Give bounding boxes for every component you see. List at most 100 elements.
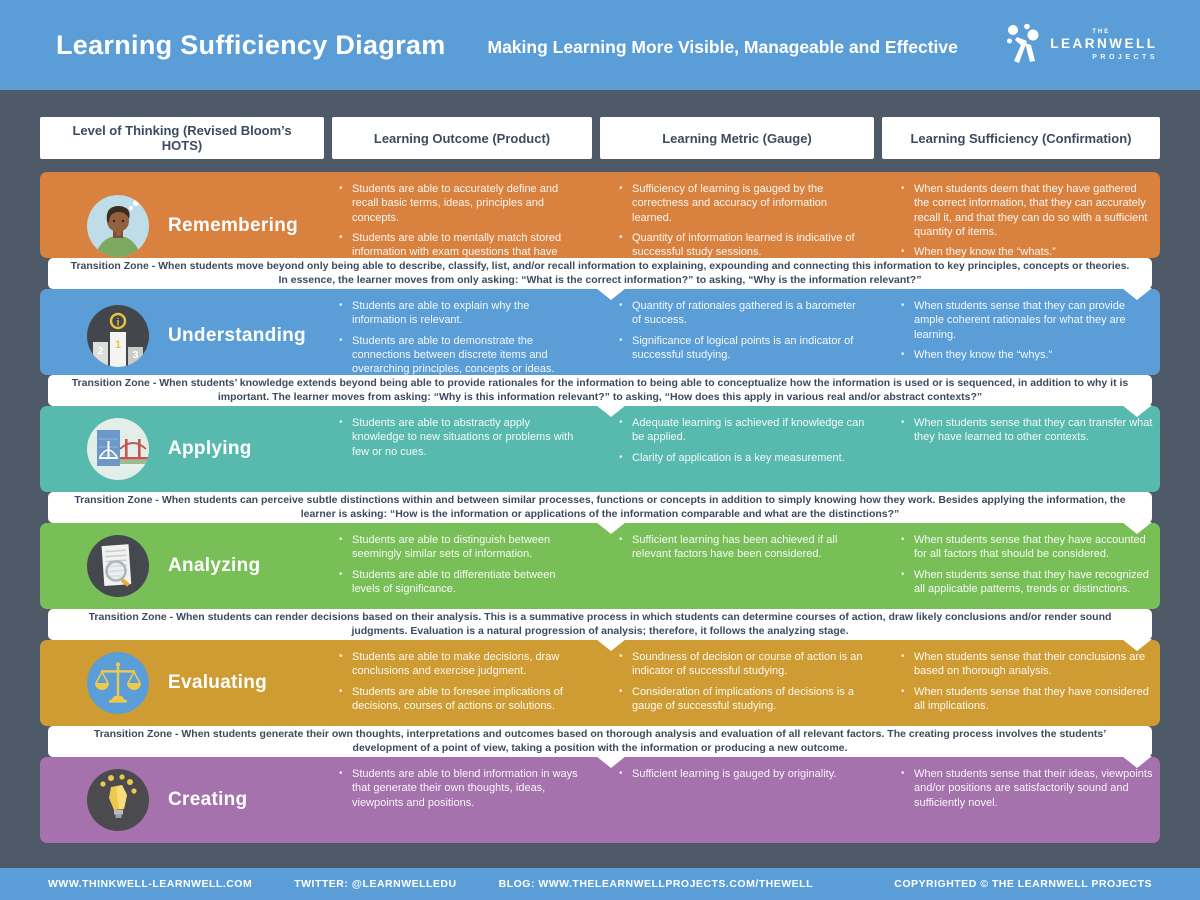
page-title: Learning Sufficiency Diagram — [56, 29, 446, 60]
column-header-learning-metric: Learning Metric (Gauge) — [600, 117, 874, 159]
metric-bullet: Sufficient learning has been achieved if… — [618, 533, 866, 562]
down-arrow-icon — [596, 405, 626, 417]
level-title: Analyzing — [168, 555, 261, 576]
level-cell: i 1 2 3 Understanding — [40, 289, 332, 382]
down-arrow-icon — [1122, 405, 1152, 417]
metric-bullet: Quantity of rationales gathered is a bar… — [618, 299, 866, 328]
down-arrow-icon — [1122, 288, 1152, 300]
down-arrow-icon — [596, 522, 626, 534]
level-title: Understanding — [168, 324, 306, 346]
outcomes-cell: Students are able to blend information i… — [332, 757, 600, 843]
outcome-bullet: Students are able to abstractly apply kn… — [338, 416, 584, 459]
level-title: Creating — [168, 789, 248, 810]
metric-bullet: Clarity of application is a key measurem… — [618, 451, 866, 465]
outcomes-cell: Students are able to explain why the inf… — [332, 289, 600, 382]
row-analyzing: Analyzing Students are able to distingui… — [40, 523, 1160, 609]
sufficiency-bullet: When students sense that they have recog… — [900, 568, 1154, 597]
down-arrow-icon — [1122, 756, 1152, 768]
balance-scale-icon — [86, 651, 150, 715]
footer: WWW.THINKWELL-LEARNWELL.COM TWITTER: @LE… — [0, 868, 1200, 900]
transition-text: Transition Zone - When students can rend… — [88, 610, 1112, 637]
metrics-cell: Sufficient learning has been achieved if… — [600, 523, 882, 609]
row-evaluating: Evaluating Students are able to make dec… — [40, 640, 1160, 726]
learnwell-logo: THE LEARNWELL PROJECTS — [1005, 23, 1158, 68]
svg-text:2: 2 — [98, 346, 104, 357]
svg-text:1: 1 — [115, 339, 121, 351]
learnwell-figure-icon — [1005, 23, 1041, 68]
sufficiency-cell: When students sense that their ideas, vi… — [882, 757, 1160, 843]
logo-the: THE — [1092, 29, 1111, 36]
footer-blog: BLOG: WWW.THELEARNWELLPROJECTS.COM/THEWE… — [498, 878, 813, 890]
footer-copyright: COPYRIGHTED © THE LEARNWELL PROJECTS — [894, 878, 1152, 890]
outcome-bullet: Students are able to demonstrate the con… — [338, 334, 584, 377]
transition-text: Transition Zone - When students generate… — [93, 727, 1107, 754]
level-cell: Analyzing — [40, 523, 332, 609]
sufficiency-bullet: When students deem that they have gather… — [900, 182, 1154, 239]
row-remembering: Remembering Students are able to accurat… — [40, 172, 1160, 272]
column-header-learning-outcome: Learning Outcome (Product) — [332, 117, 592, 159]
row-applying: Applying Students are able to abstractly… — [40, 406, 1160, 492]
svg-text:3: 3 — [133, 350, 139, 361]
metrics-cell: Sufficient learning is gauged by origina… — [600, 757, 882, 843]
level-cell: Remembering — [40, 172, 332, 280]
diagram-body: Level of Thinking (Revised Bloom’s HOTS)… — [0, 90, 1200, 868]
metrics-cell: Sufficiency of learning is gauged by the… — [600, 172, 882, 280]
transition-text: Transition Zone - When students move bey… — [70, 259, 1130, 286]
sufficiency-bullet: When students sense that they have consi… — [900, 685, 1154, 714]
sufficiency-bullet: When students sense that they have accou… — [900, 533, 1154, 562]
metric-bullet: Soundness of decision or course of actio… — [618, 650, 866, 679]
sufficiency-bullet: When they know the “whats.” — [900, 245, 1154, 259]
outcome-bullet: Students are able to differentiate betwe… — [338, 568, 584, 597]
sufficiency-bullet: When students sense that their conclusio… — [900, 650, 1154, 679]
page-subtitle: Making Learning More Visible, Manageable… — [487, 37, 958, 57]
transition-zone-5: Transition Zone - When students generate… — [48, 726, 1152, 768]
column-headers: Level of Thinking (Revised Bloom’s HOTS)… — [40, 117, 1160, 159]
metric-bullet: Quantity of information learned is indic… — [618, 231, 866, 260]
footer-twitter: TWITTER: @LEARNWELLEDU — [294, 878, 457, 890]
transition-zone-1: Transition Zone - When students move bey… — [48, 258, 1152, 300]
transition-text: Transition Zone - When students can perc… — [74, 493, 1126, 520]
sufficiency-cell: When students sense that their conclusio… — [882, 640, 1160, 726]
outcomes-cell: Students are able to abstractly apply kn… — [332, 406, 600, 492]
sufficiency-cell: When students deem that they have gather… — [882, 172, 1160, 280]
level-cell: Creating — [40, 757, 332, 843]
lightbulb-icon — [86, 768, 150, 832]
metric-bullet: Significance of logical points is an ind… — [618, 334, 866, 363]
column-header-learning-sufficiency: Learning Sufficiency (Confirmation) — [882, 117, 1160, 159]
row-creating: Creating Students are able to blend info… — [40, 757, 1160, 843]
document-magnifier-icon — [86, 534, 150, 598]
footer-website: WWW.THINKWELL-LEARNWELL.COM — [48, 878, 253, 890]
down-arrow-icon — [1122, 522, 1152, 534]
transition-text: Transition Zone - When students’ knowled… — [71, 376, 1129, 403]
sufficiency-cell: When students sense that they can transf… — [882, 406, 1160, 492]
logo-sub: PROJECTS — [1092, 53, 1158, 61]
sufficiency-bullet: When students sense that their ideas, vi… — [900, 767, 1154, 810]
metric-bullet: Sufficiency of learning is gauged by the… — [618, 182, 866, 225]
metric-bullet: Consideration of implications of decisio… — [618, 685, 866, 714]
level-cell: Evaluating — [40, 640, 332, 726]
sufficiency-cell: When students sense that they can provid… — [882, 289, 1160, 382]
sufficiency-cell: When students sense that they have accou… — [882, 523, 1160, 609]
transition-zone-4: Transition Zone - When students can rend… — [48, 609, 1152, 651]
row-understanding: i 1 2 3 Understanding Students are able … — [40, 289, 1160, 375]
metrics-cell: Quantity of rationales gathered is a bar… — [600, 289, 882, 382]
outcome-bullet: Students are able to explain why the inf… — [338, 299, 584, 328]
sufficiency-bullet: When students sense that they can transf… — [900, 416, 1154, 445]
level-title: Remembering — [168, 214, 299, 236]
outcome-bullet: Students are able to accurately define a… — [338, 182, 584, 225]
thinking-student-icon — [86, 194, 150, 258]
podium-info-icon: i 1 2 3 — [86, 304, 150, 368]
level-cell: Applying — [40, 406, 332, 492]
metrics-cell: Soundness of decision or course of actio… — [600, 640, 882, 726]
down-arrow-icon — [1122, 639, 1152, 651]
outcomes-cell: Students are able to distinguish between… — [332, 523, 600, 609]
metric-bullet: Adequate learning is achieved if knowled… — [618, 416, 866, 445]
transition-zone-2: Transition Zone - When students’ knowled… — [48, 375, 1152, 417]
transition-zone-3: Transition Zone - When students can perc… — [48, 492, 1152, 534]
level-title: Evaluating — [168, 672, 268, 693]
outcome-bullet: Students are able to foresee implication… — [338, 685, 584, 714]
metrics-cell: Adequate learning is achieved if knowled… — [600, 406, 882, 492]
sufficiency-bullet: When students sense that they can provid… — [900, 299, 1154, 342]
logo-name: LEARNWELL — [1050, 36, 1158, 52]
